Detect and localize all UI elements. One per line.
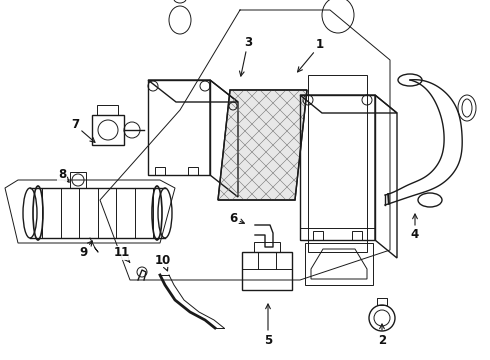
Text: 2: 2 (378, 324, 386, 346)
Text: 4: 4 (411, 214, 419, 242)
Text: 10: 10 (155, 253, 171, 271)
Text: 3: 3 (240, 36, 252, 76)
Text: 1: 1 (297, 39, 324, 72)
Text: 9: 9 (79, 241, 93, 258)
Text: 5: 5 (264, 304, 272, 346)
Text: 11: 11 (114, 247, 130, 262)
Text: 7: 7 (71, 118, 95, 142)
Polygon shape (218, 90, 307, 200)
Text: 8: 8 (58, 168, 69, 182)
Text: 6: 6 (229, 211, 245, 225)
